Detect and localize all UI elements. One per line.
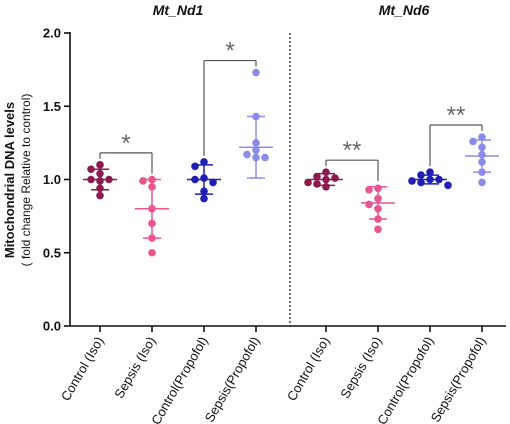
data-point (374, 205, 382, 213)
data-point (374, 194, 382, 203)
y-axis-sublabel: ( fold change Relative to control) (19, 94, 33, 267)
data-point (313, 172, 321, 181)
data-point (331, 174, 339, 182)
data-point (96, 177, 104, 185)
data-point (200, 194, 208, 203)
data-point (304, 178, 312, 187)
y-tick-label: 0.5 (43, 245, 61, 260)
labels-layer: 0.0 0.5 1.0 1.5 2.0 Mitochondrial DNA levels(… (2, 2, 489, 424)
data-point (252, 68, 260, 77)
data-point (96, 169, 104, 178)
data-point (478, 168, 486, 176)
y-tick-label: 0.0 (43, 319, 61, 334)
panel-title: Mt_Nd6 (379, 2, 430, 18)
data-point (209, 178, 217, 187)
significance-label: * (121, 130, 130, 157)
axes-layer (64, 32, 506, 332)
panel-title: Mt_Nd1 (153, 2, 204, 18)
y-axis-label: Mitochondrial DNA levels (2, 102, 17, 258)
y-tick-label: 1.5 (43, 99, 61, 114)
data-point (478, 133, 486, 141)
data-point (252, 153, 260, 162)
data-point (148, 248, 156, 257)
data-point (252, 139, 260, 147)
data-point (96, 161, 104, 169)
data-point (200, 187, 208, 196)
data-point (444, 181, 452, 190)
data-point (96, 191, 104, 200)
data-point (148, 234, 156, 242)
data-point (417, 171, 425, 179)
data-point (148, 183, 156, 191)
data-point (374, 184, 382, 193)
data-point (426, 175, 434, 184)
data-point (478, 150, 486, 159)
data-point (365, 200, 373, 209)
x-tick-label: Sepsis(Propofol) (202, 334, 263, 424)
x-tick-label: Control(Propofol) (148, 334, 210, 424)
data-point (252, 146, 260, 154)
data-point (105, 175, 113, 184)
significance-label: * (225, 38, 234, 65)
data-point (313, 180, 321, 188)
data-point (191, 175, 199, 184)
data-point (96, 184, 104, 193)
data-point (478, 158, 486, 166)
significance-label: ** (343, 137, 362, 164)
data-point (426, 168, 434, 176)
data-point (148, 205, 156, 213)
data-point (191, 162, 199, 171)
marks-layer (83, 59, 499, 257)
data-point (469, 137, 477, 146)
data-point (322, 168, 330, 176)
data-point (478, 178, 486, 187)
data-point (417, 178, 425, 187)
x-tick-label: Control (Iso) (58, 334, 107, 403)
data-point (408, 177, 416, 185)
data-point (374, 225, 382, 234)
data-point (139, 177, 147, 185)
x-tick-label: Sepsis(Propofol) (428, 334, 489, 424)
data-point (322, 183, 330, 191)
data-point (200, 174, 208, 182)
data-point (148, 219, 156, 228)
data-point (322, 175, 330, 184)
data-point (148, 175, 156, 184)
y-tick-label: 2.0 (43, 26, 61, 41)
data-point (252, 112, 260, 121)
y-tick-label: 1.0 (43, 172, 61, 187)
data-point (243, 150, 251, 159)
data-point (435, 175, 443, 184)
data-point (261, 153, 269, 162)
x-tick-label: Control (Iso) (284, 334, 333, 403)
x-tick-label: Control(Propofol) (374, 334, 436, 424)
significance-label: ** (447, 102, 466, 129)
data-point (478, 143, 486, 152)
x-tick-label: Sepsis (Iso) (337, 334, 384, 401)
data-point (87, 175, 95, 184)
data-point (87, 165, 95, 174)
data-point (200, 158, 208, 166)
data-point (365, 185, 373, 194)
data-point (374, 215, 382, 223)
x-tick-label: Sepsis (Iso) (111, 334, 158, 401)
